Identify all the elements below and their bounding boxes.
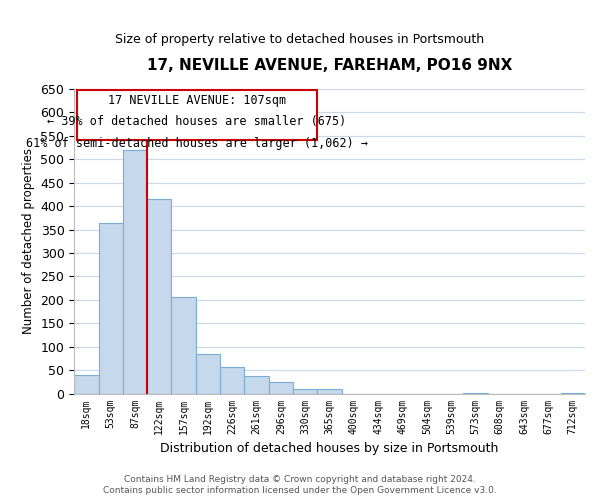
FancyBboxPatch shape <box>77 90 317 140</box>
Text: ← 39% of detached houses are smaller (675): ← 39% of detached houses are smaller (67… <box>47 116 347 128</box>
X-axis label: Distribution of detached houses by size in Portsmouth: Distribution of detached houses by size … <box>160 442 499 455</box>
Bar <box>244 376 269 394</box>
Bar <box>220 367 244 394</box>
Text: Contains HM Land Registry data © Crown copyright and database right 2024.: Contains HM Land Registry data © Crown c… <box>124 475 476 484</box>
Bar <box>196 354 220 394</box>
Bar <box>98 222 123 394</box>
Bar <box>172 296 196 394</box>
Title: 17, NEVILLE AVENUE, FAREHAM, PO16 9NX: 17, NEVILLE AVENUE, FAREHAM, PO16 9NX <box>147 58 512 72</box>
Y-axis label: Number of detached properties: Number of detached properties <box>22 148 35 334</box>
Text: 17 NEVILLE AVENUE: 107sqm: 17 NEVILLE AVENUE: 107sqm <box>108 94 286 106</box>
Text: 61% of semi-detached houses are larger (1,062) →: 61% of semi-detached houses are larger (… <box>26 138 368 150</box>
Bar <box>317 389 342 394</box>
Bar <box>293 389 317 394</box>
Bar <box>147 199 172 394</box>
Bar <box>560 392 585 394</box>
Bar <box>123 150 147 394</box>
Bar <box>269 382 293 394</box>
Bar <box>463 392 488 394</box>
Bar <box>74 375 98 394</box>
Text: Contains public sector information licensed under the Open Government Licence v3: Contains public sector information licen… <box>103 486 497 495</box>
Text: Size of property relative to detached houses in Portsmouth: Size of property relative to detached ho… <box>115 32 485 46</box>
